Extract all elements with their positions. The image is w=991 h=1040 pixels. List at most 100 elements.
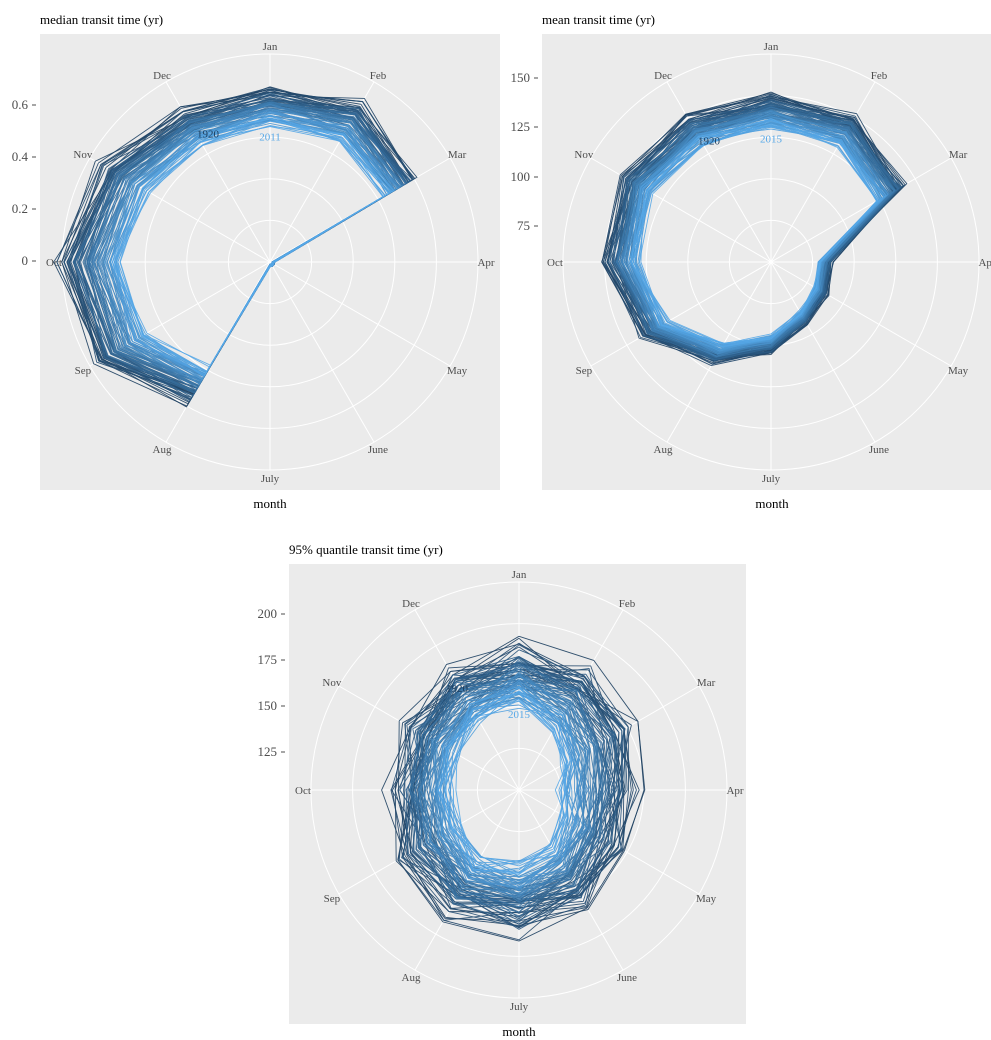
month-tick-label: Sep xyxy=(75,365,92,377)
series-lines xyxy=(601,91,908,366)
y-tick-label: 125 xyxy=(258,744,278,759)
y-tick-label: 125 xyxy=(511,119,531,134)
y-tick-label: 100 xyxy=(511,169,531,184)
series-line xyxy=(441,693,580,883)
month-tick-label: July xyxy=(762,473,781,485)
chart-q95-panel: 95% quantile transit time (yr) Jan Feb Mar… xyxy=(250,530,750,1040)
y-tick-label: 0 xyxy=(22,253,29,268)
month-tick-label: Aug xyxy=(402,972,421,984)
series-line xyxy=(430,691,597,907)
y-tick-label: 0.2 xyxy=(12,201,28,216)
year-label: 2015 xyxy=(760,133,783,145)
month-tick-label: Dec xyxy=(402,598,420,610)
year-label: 2015 xyxy=(508,709,531,721)
series-line xyxy=(630,125,882,345)
year-label: 1920 xyxy=(197,129,220,141)
month-tick-label: July xyxy=(261,473,280,485)
chart-title: median transit time (yr) xyxy=(40,12,164,27)
month-tick-label: Jan xyxy=(764,41,779,53)
month-tick-label: Mar xyxy=(949,149,968,161)
series-line xyxy=(638,118,879,344)
month-tick-label: Dec xyxy=(654,70,672,82)
grid-spoke xyxy=(518,685,700,791)
month-tick-label: Oct xyxy=(295,785,311,797)
grid-spoke xyxy=(590,157,772,263)
polar-chart-q95: Jan Feb Mar Apr May June July Aug Sep Oct Nov Dec 20… xyxy=(258,564,746,1024)
series-line xyxy=(390,646,625,941)
month-tick-label: June xyxy=(617,972,637,984)
plot-background xyxy=(289,564,746,1024)
series-line xyxy=(435,673,587,896)
chart-median-panel: median transit time (yr) Jan Feb Mar Apr May… xyxy=(0,0,500,520)
series-line xyxy=(115,125,384,366)
chart-mean-panel: mean transit time (yr) Jan Feb Mar Apr May Ju… xyxy=(500,0,991,520)
series-line xyxy=(403,661,626,925)
month-tick-label: Sep xyxy=(324,893,341,905)
y-tick-label: 175 xyxy=(258,652,278,667)
month-tick-label: Apr xyxy=(978,257,991,269)
month-tick-label: Nov xyxy=(73,149,92,161)
chart-title: 95% quantile transit time (yr) xyxy=(289,542,443,557)
month-tick-label: May xyxy=(696,893,717,905)
month-tick-label: Oct xyxy=(547,257,563,269)
month-tick-label: Nov xyxy=(322,677,341,689)
series-lines xyxy=(381,635,646,942)
month-tick-label: Feb xyxy=(370,70,387,82)
month-tick-label: Jan xyxy=(512,569,527,581)
year-label: 1920 xyxy=(698,136,721,148)
month-tick-label: May xyxy=(447,365,468,377)
polar-chart-median: JanFebMarAprMayJuneJulyAugSepOctNovDec0.… xyxy=(12,34,500,490)
series-line xyxy=(436,681,580,873)
month-tick-label: May xyxy=(948,365,969,377)
month-tick-label: June xyxy=(869,444,889,456)
series-line xyxy=(119,118,390,375)
x-axis-label: month xyxy=(253,496,287,511)
grid-spoke xyxy=(269,261,451,367)
series-line xyxy=(436,707,571,865)
series-line xyxy=(430,696,581,881)
year-label: 2011 xyxy=(259,132,281,144)
grid-spoke xyxy=(666,81,772,263)
year-label: 1920 xyxy=(446,683,469,695)
month-tick-label: Jan xyxy=(263,41,278,53)
y-tick-label: 150 xyxy=(511,70,531,85)
month-tick-label: Aug xyxy=(654,444,673,456)
series-line xyxy=(381,635,645,926)
series-lines xyxy=(53,86,418,408)
y-tick-label: 0.4 xyxy=(12,149,29,164)
series-line xyxy=(455,700,569,875)
grid-spoke xyxy=(770,261,952,367)
grid-spoke xyxy=(269,261,375,443)
month-tick-label: Apr xyxy=(477,257,494,269)
month-tick-label: July xyxy=(510,1001,529,1013)
series-line xyxy=(437,687,567,872)
chart-title: mean transit time (yr) xyxy=(542,12,655,27)
month-tick-label: Dec xyxy=(153,70,171,82)
grid-spoke xyxy=(414,789,520,971)
month-tick-label: Apr xyxy=(726,785,743,797)
series-line xyxy=(445,686,566,874)
grid-spoke xyxy=(770,157,952,263)
month-tick-label: Mar xyxy=(697,677,716,689)
y-tick-label: 0.6 xyxy=(12,97,29,112)
month-tick-label: Feb xyxy=(871,70,888,82)
grid-spoke xyxy=(518,789,624,971)
grid-spoke xyxy=(414,609,520,791)
y-tick-label: 75 xyxy=(517,218,530,233)
month-tick-label: Aug xyxy=(153,444,172,456)
series-line xyxy=(411,684,608,889)
month-tick-label: Feb xyxy=(619,598,636,610)
grid-spoke xyxy=(590,261,772,367)
series-line xyxy=(445,691,568,864)
series-line xyxy=(420,675,591,886)
y-tick-label: 150 xyxy=(258,698,278,713)
grid-spoke xyxy=(770,261,876,443)
y-tick-label: 200 xyxy=(258,606,278,621)
x-axis-label: month xyxy=(755,496,789,511)
grid-spoke xyxy=(518,609,624,791)
grid-spoke xyxy=(770,81,876,263)
month-tick-label: Nov xyxy=(574,149,593,161)
series-line xyxy=(448,685,572,872)
series-line xyxy=(111,126,393,368)
month-tick-label: Mar xyxy=(448,149,467,161)
